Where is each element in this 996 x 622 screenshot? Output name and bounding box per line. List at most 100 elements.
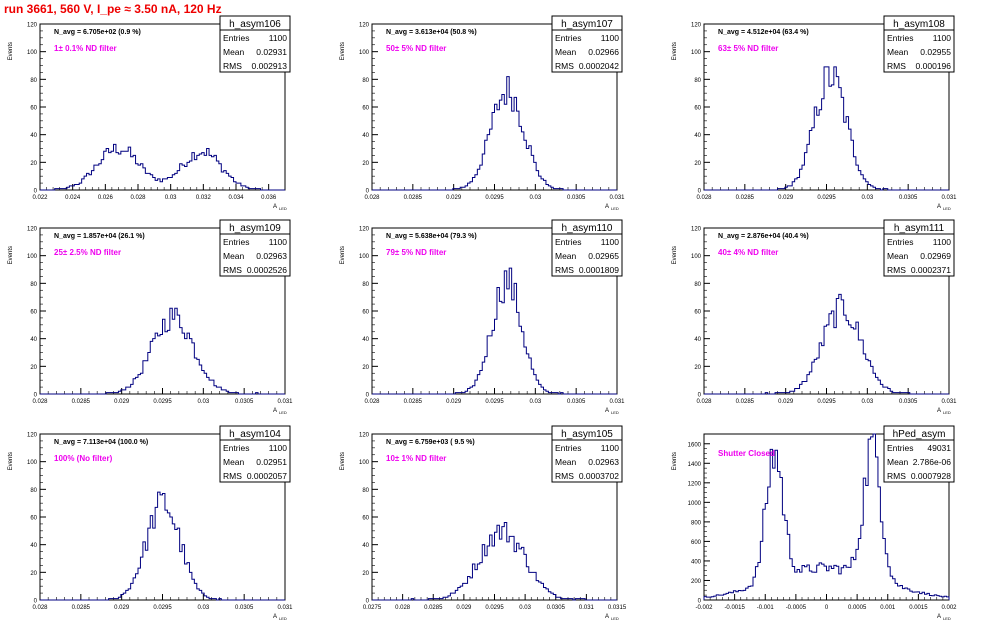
x-tick-label: 0.031 — [277, 399, 293, 405]
x-tick-label: 0.028 — [696, 195, 712, 201]
x-tick-label: 0.028 — [32, 399, 48, 405]
stats-rms-label: RMS — [887, 265, 906, 275]
x-tick-label: 0.0015 — [909, 605, 928, 611]
y-tick-label: 0 — [34, 599, 38, 605]
y-tick-label: 60 — [30, 310, 37, 316]
stats-rms-value: 0.0007928 — [911, 471, 951, 481]
y-tick-label: 0 — [34, 189, 38, 195]
stats-title: h_asym109 — [229, 223, 281, 234]
x-tick-label: 0.029 — [446, 195, 462, 201]
y-tick-label: 20 — [694, 365, 701, 371]
y-axis-label: Events — [340, 452, 346, 470]
x-tick-label: 0.0305 — [235, 605, 254, 611]
stats-entries-label: Entries — [887, 443, 913, 453]
stats-mean-label: Mean — [555, 251, 577, 261]
x-tick-label: 0.029 — [114, 399, 130, 405]
x-tick-label: 0.029 — [446, 399, 462, 405]
x-tick-label: 0.0305 — [235, 399, 254, 405]
filter-annotation: 25± 2.5% ND filter — [54, 248, 121, 257]
histogram-line — [40, 307, 285, 395]
stats-title: h_asym111 — [894, 223, 945, 234]
y-tick-label: 80 — [30, 488, 37, 494]
stats-box — [219, 15, 291, 73]
y-axis-label: Events — [340, 246, 346, 264]
stats-mean-label: Mean — [223, 47, 245, 57]
x-tick-label: 0.001 — [880, 605, 896, 611]
navg-annotation: N_avg = 3.613e+04 (50.8 %) — [386, 29, 477, 36]
x-tick-label: 0.0285 — [72, 605, 91, 611]
stats-entries-value: 1100 — [601, 33, 620, 43]
run-title: run 3661, 560 V, I_pe ≈ 3.50 nA, 120 Hz — [4, 2, 222, 16]
stats-rms-value: 0.0002526 — [247, 265, 287, 275]
stats-rms-label: RMS — [555, 265, 574, 275]
x-tick-label: 0.028 — [364, 399, 380, 405]
y-tick-label: 20 — [362, 365, 369, 371]
x-tick-label: 0.0295 — [485, 605, 504, 611]
y-tick-label: 60 — [362, 106, 369, 112]
stats-mean-value: 0.02955 — [920, 47, 951, 57]
stats-entries-value: 1100 — [601, 443, 620, 453]
x-axis-label-subscript: LED — [611, 616, 619, 621]
y-axis-label: Events — [672, 42, 678, 60]
stats-rms-value: 0.000196 — [916, 61, 952, 71]
stats-entries-value: 1100 — [269, 33, 288, 43]
histogram-panel-h_asym104: 0 20 40 60 80 100 120 0.028 0.0285 0.029 0.0295 0.0… — [8, 425, 293, 621]
stats-mean-value: 2.786e-06 — [913, 457, 952, 467]
x-tick-label: 0.0305 — [567, 195, 586, 201]
x-tick-label: 0.03 — [519, 605, 531, 611]
stats-rms-value: 0.002913 — [252, 61, 288, 71]
x-axis-label: A — [937, 408, 941, 414]
stats-rms-value: 0.0001809 — [579, 265, 619, 275]
y-tick-label: 60 — [30, 106, 37, 112]
x-tick-label: 0.0315 — [608, 605, 627, 611]
x-tick-label: 0.029 — [778, 195, 794, 201]
x-tick-label: 0.0295 — [485, 195, 504, 201]
filter-annotation: 100% (No filter) — [54, 454, 113, 463]
navg-annotation: N_avg = 7.113e+04 (100.0 %) — [54, 439, 148, 446]
stats-rms-label: RMS — [887, 61, 906, 71]
x-tick-label: 0.0295 — [153, 605, 172, 611]
filter-annotation: 50± 5% ND filter — [386, 44, 446, 53]
y-tick-label: 100 — [27, 460, 38, 466]
stats-rms-label: RMS — [887, 471, 906, 481]
navg-annotation: N_avg = 5.638e+04 (79.3 %) — [386, 233, 477, 240]
histogram-panel-h_asym110: 0 20 40 60 80 100 120 0.028 0.0285 0.029 0.0295 0.0… — [340, 219, 625, 415]
x-axis-label-subscript: LED — [943, 206, 951, 211]
x-axis-label-subscript: LED — [279, 206, 287, 211]
stats-mean-value: 0.02931 — [256, 47, 287, 57]
y-axis-label: Events — [672, 452, 678, 470]
histogram-line — [372, 267, 617, 395]
y-axis-label: Events — [8, 452, 14, 470]
stats-mean-label: Mean — [887, 457, 909, 467]
stats-title: h_asym107 — [561, 19, 613, 30]
y-tick-label: 60 — [694, 310, 701, 316]
stats-title: h_asym104 — [229, 429, 281, 440]
stats-entries-label: Entries — [223, 443, 249, 453]
x-tick-label: 0.032 — [196, 195, 212, 201]
x-tick-label: 0.03 — [197, 605, 209, 611]
stats-box — [219, 425, 291, 483]
y-axis-label: Events — [8, 246, 14, 264]
y-tick-label: 120 — [359, 433, 370, 439]
x-tick-label: 0.0285 — [736, 195, 755, 201]
filter-annotation: 40± 4% ND filter — [718, 248, 778, 257]
y-tick-label: 100 — [27, 254, 38, 260]
x-tick-label: 0 — [825, 605, 829, 611]
stats-mean-label: Mean — [223, 457, 245, 467]
y-tick-label: 0 — [366, 393, 370, 399]
x-tick-label: 0.0305 — [899, 399, 918, 405]
x-tick-label: 0.028 — [696, 399, 712, 405]
y-tick-label: 0 — [366, 189, 370, 195]
y-tick-label: 0 — [366, 599, 370, 605]
stats-entries-label: Entries — [887, 237, 913, 247]
y-tick-label: 60 — [362, 516, 369, 522]
y-tick-label: 200 — [691, 579, 702, 585]
y-tick-label: 60 — [694, 106, 701, 112]
y-tick-label: 40 — [694, 337, 701, 343]
stats-mean-value: 0.02966 — [588, 47, 619, 57]
y-tick-label: 40 — [30, 337, 37, 343]
stats-rms-value: 0.0003702 — [579, 471, 619, 481]
y-tick-label: 80 — [362, 282, 369, 288]
y-tick-label: 40 — [30, 543, 37, 549]
